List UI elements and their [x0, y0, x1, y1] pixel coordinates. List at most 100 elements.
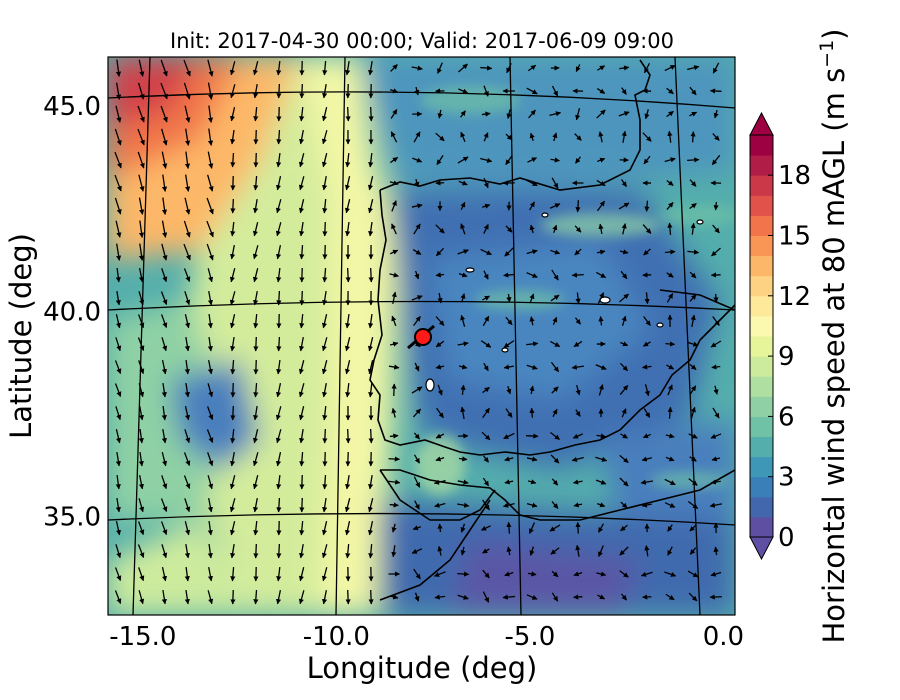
wind-arrow [620, 270, 628, 280]
wind-arrow [412, 525, 422, 531]
wind-arrow [666, 180, 674, 186]
wind-arrow [229, 521, 236, 536]
wind-arrow [161, 360, 168, 375]
wind-arrow [506, 293, 512, 303]
wind-arrow [298, 199, 305, 214]
wind-arrow [529, 316, 535, 326]
wind-arrow [183, 82, 191, 100]
wind-arrow [434, 594, 446, 600]
wind-arrow [619, 477, 629, 487]
wind-arrow [667, 406, 673, 419]
colorbar [749, 111, 774, 561]
wind-arrow [689, 202, 697, 210]
wind-arrow [526, 249, 538, 255]
wind-arrow [184, 197, 191, 215]
wind-arrow [435, 340, 445, 348]
wind-arrow [276, 497, 282, 513]
wind-arrow [689, 179, 697, 187]
colorbar-segment [750, 295, 773, 317]
wind-arrow [321, 567, 328, 582]
wind-arrow [345, 60, 351, 76]
wind-arrow [435, 247, 445, 257]
inland-water [425, 212, 704, 392]
wind-arrow [526, 179, 538, 187]
wind-arrow [458, 63, 468, 73]
wind-arrow [207, 290, 213, 306]
wind-arrow [367, 337, 374, 352]
wind-arrow [389, 502, 399, 508]
wind-arrow [435, 456, 445, 462]
wind-arrow [115, 429, 122, 444]
wind-arrow [299, 428, 305, 444]
wind-arrow [596, 249, 606, 255]
wind-arrow [596, 571, 607, 577]
wind-arrow [115, 451, 121, 467]
wind-arrow [276, 152, 282, 168]
wind-arrow [116, 243, 122, 261]
wind-arrow [207, 82, 214, 100]
colorbar-extend-max [749, 111, 774, 136]
wind-arrow [299, 290, 305, 306]
wind-arrow [114, 567, 122, 582]
wind-arrow [411, 548, 423, 554]
wind-arrow [207, 567, 213, 582]
wind-arrow [528, 109, 536, 119]
wind-arrow [137, 128, 145, 146]
wind-arrow [690, 222, 696, 235]
wind-arrow [666, 272, 674, 278]
wind-arrow [575, 384, 581, 396]
wind-arrow [457, 156, 469, 164]
wind-arrow [160, 105, 168, 123]
wind-arrow [643, 155, 651, 165]
wind-arrow [667, 384, 673, 396]
wind-arrow [413, 223, 421, 235]
wind-arrow [345, 382, 351, 398]
wind-arrow [598, 384, 604, 396]
wind-arrow [321, 337, 328, 352]
wind-arrow [299, 130, 305, 145]
x-tick-label: 0.0 [703, 622, 744, 652]
wind-arrow [276, 543, 282, 559]
colorbar-segment [750, 275, 773, 297]
wind-arrow [550, 249, 561, 255]
wind-arrow [230, 451, 236, 467]
wind-arrow [552, 132, 558, 142]
wind-arrow [229, 291, 236, 306]
wind-arrow [389, 341, 399, 347]
wind-arrow [713, 293, 719, 303]
wind-arrow [345, 221, 351, 237]
wind-arrow [276, 83, 282, 99]
wind-arrow [597, 65, 606, 71]
wind-arrow [299, 451, 305, 467]
wind-arrow [457, 479, 469, 485]
wind-arrow [620, 524, 628, 532]
colorbar-segment [750, 516, 773, 538]
wind-arrow [230, 198, 236, 214]
wind-arrow [689, 456, 697, 462]
wind-arrow [552, 316, 558, 325]
wind-arrow [504, 247, 514, 257]
wind-arrow [137, 82, 145, 100]
wind-arrow [457, 341, 469, 347]
wind-arrow [689, 524, 697, 532]
wind-arrow [115, 544, 122, 559]
wind-arrow [299, 336, 305, 352]
wind-arrow [137, 151, 145, 169]
wind-arrow [506, 546, 512, 556]
wind-arrow [460, 293, 466, 303]
site-marker [407, 324, 435, 350]
wind-arrow [483, 362, 489, 372]
wind-arrow [457, 249, 469, 255]
wind-arrow [689, 86, 697, 96]
wind-arrow [620, 593, 628, 601]
wind-arrow [161, 589, 167, 605]
wind-arrow [526, 456, 538, 462]
wind-arrow [276, 129, 282, 145]
wind-arrow [138, 268, 145, 283]
wind-arrow [460, 406, 466, 420]
map-frame [107, 56, 736, 616]
wind-arrow [688, 592, 698, 602]
wind-arrow [618, 111, 630, 117]
wind-arrow [710, 571, 722, 577]
wind-arrow [643, 341, 651, 347]
